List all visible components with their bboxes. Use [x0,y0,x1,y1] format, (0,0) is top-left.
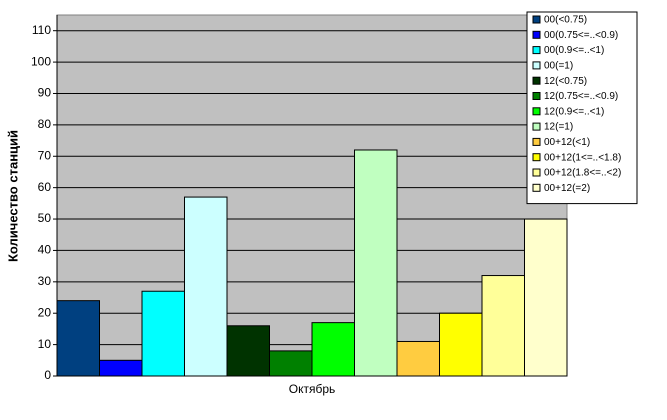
legend-label: 00(0.75<=..<0.9) [544,30,618,41]
bar [396,340,440,377]
bar [524,218,568,377]
legend-label: 00+12(=2) [544,183,590,194]
bar [269,350,313,377]
y-tick-label: 50 [38,211,52,225]
legend-box [526,11,638,205]
legend-label: 12(<0.75) [544,76,587,87]
y-axis-label: Количество станций [5,130,20,262]
y-tick-label: 80 [38,117,52,131]
x-tick-label: Октябрь [289,382,336,396]
legend-swatch [532,30,541,39]
bar [56,300,100,377]
legend-swatch [532,107,541,116]
legend-swatch [532,92,541,100]
bar [311,322,355,377]
legend-swatch [532,76,541,85]
legend-swatch [532,137,541,146]
legend-label: 00+12(1<=..<1.8) [544,152,621,163]
legend-swatch [532,183,541,192]
y-tick-label: 30 [38,274,52,288]
bar [99,359,143,377]
y-tick-label: 10 [38,337,52,351]
y-tick-label: 90 [38,86,52,100]
bar [226,325,270,377]
legend-swatch [532,168,541,177]
y-tick-label: 0 [44,368,51,382]
bar [481,275,525,377]
legend-label: 00+12(<1) [544,137,590,148]
legend-label: 00(<0.75) [544,15,587,26]
legend-swatch [532,15,541,24]
y-tick-label: 100 [31,54,51,68]
y-tick-label: 110 [32,23,51,37]
legend-swatch [532,46,541,55]
legend-label: 00+12(1.8<=..<2) [544,168,621,179]
legend-label: 12(=1) [544,122,573,133]
bar [141,290,185,377]
legend-swatch [532,122,541,131]
legend-label: 12(0.9<=..<1) [544,106,604,117]
legend-label: 00(=1) [544,61,573,72]
legend-label: 00(0.9<=..<1) [544,45,604,56]
bar [184,196,228,377]
y-tick-label: 70 [38,148,52,162]
y-tick-label: 20 [38,305,52,319]
legend-swatch [532,153,541,162]
y-tick-label: 40 [38,243,52,257]
legend-label: 12(0.75<=..<0.9) [544,91,618,102]
legend-swatch [532,61,541,70]
y-tick-label: 60 [38,180,52,194]
bar [354,149,398,377]
bar [439,312,483,377]
